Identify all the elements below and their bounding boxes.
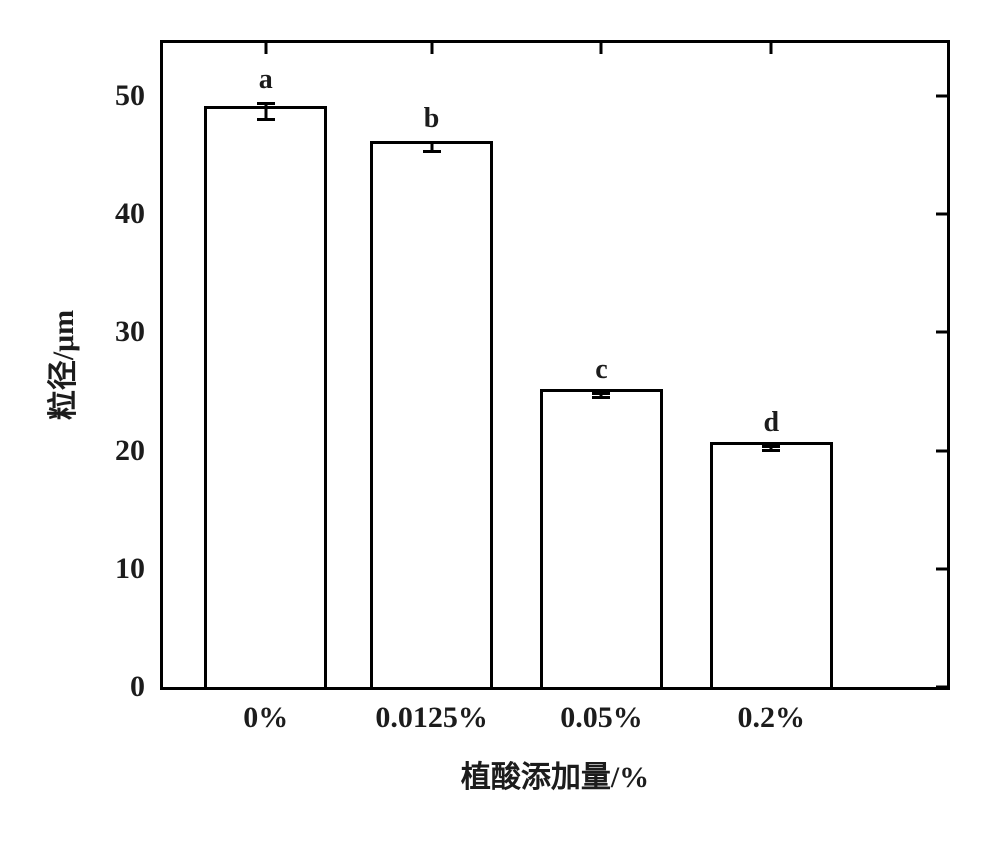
plot-area: 010203040500%a0.0125%b0.05%c0.2%d: [160, 40, 950, 690]
y-tick-label: 50: [115, 79, 163, 113]
x-tick-mark: [770, 40, 773, 54]
y-tick-mark: [936, 449, 950, 452]
y-tick-mark: [936, 95, 950, 98]
bar: [204, 106, 326, 687]
y-tick-mark: [936, 567, 950, 570]
y-tick-label: 40: [115, 197, 163, 231]
bar: [540, 389, 662, 687]
x-axis-label: 植酸添加量/%: [461, 752, 649, 796]
x-tick-mark: [430, 40, 433, 54]
significance-label: b: [424, 103, 440, 135]
x-tick-mark: [600, 40, 603, 54]
error-bar: [592, 392, 610, 399]
x-tick-label: 0.2%: [738, 687, 806, 735]
y-tick-label: 20: [115, 434, 163, 468]
x-tick-label: 0.05%: [560, 687, 643, 735]
x-tick-label: 0%: [243, 687, 288, 735]
y-tick-label: 0: [130, 670, 163, 704]
bar: [710, 442, 832, 687]
error-bar: [257, 102, 275, 121]
significance-label: a: [259, 64, 273, 96]
significance-label: c: [595, 354, 607, 386]
y-tick-label: 10: [115, 552, 163, 586]
significance-label: d: [764, 407, 780, 439]
y-tick-mark: [936, 213, 950, 216]
bar-chart: 010203040500%a0.0125%b0.05%c0.2%d 粒径/μm …: [0, 0, 1000, 847]
y-axis-label: 粒径/μm: [38, 310, 82, 420]
bar: [370, 141, 492, 687]
y-tick-mark: [936, 686, 950, 689]
x-tick-label: 0.0125%: [375, 687, 488, 735]
x-tick-mark: [264, 40, 267, 54]
y-tick-label: 30: [115, 315, 163, 349]
error-bar: [762, 445, 780, 452]
error-bar: [423, 141, 441, 153]
y-tick-mark: [936, 331, 950, 334]
